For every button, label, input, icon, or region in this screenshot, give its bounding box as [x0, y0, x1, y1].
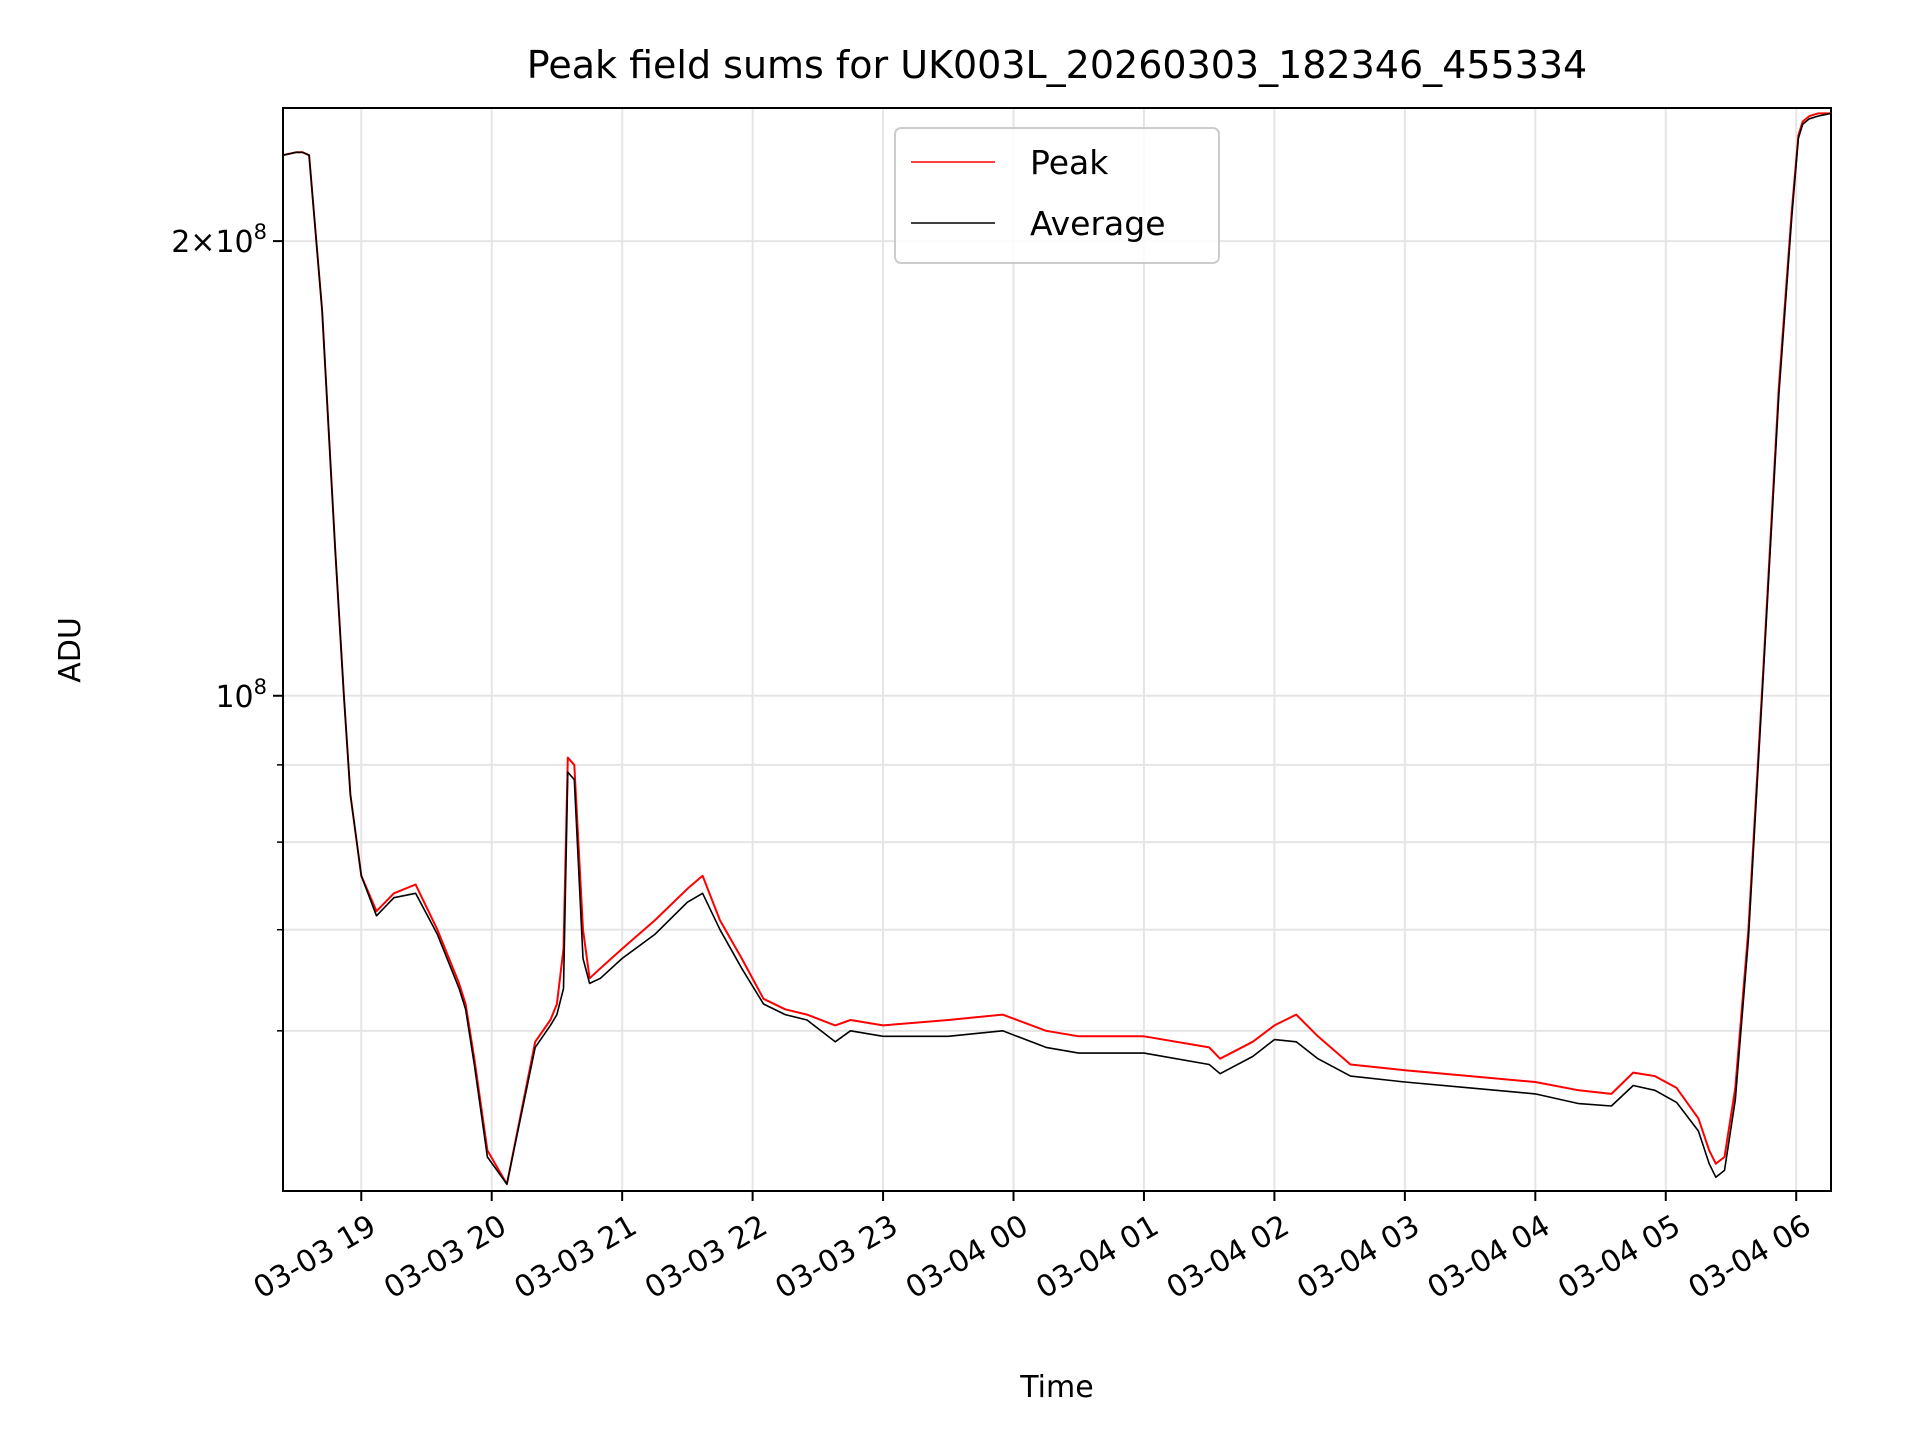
- legend: Peak Average: [894, 127, 1220, 264]
- legend-average-label: Average: [1030, 204, 1166, 243]
- series-line-average: [283, 112, 1831, 1185]
- x-axis-label: Time: [1019, 1370, 1093, 1405]
- y-axis-label: ADU: [53, 617, 88, 683]
- y-tick-label: 2×108: [171, 220, 267, 260]
- chart-title: Peak field sums for UK003L_20260303_1823…: [527, 43, 1587, 87]
- legend-peak-label: Peak: [1030, 143, 1109, 182]
- y-tick-label: 108: [215, 675, 267, 715]
- plot-frame: [282, 107, 1832, 1192]
- series-layer: [283, 112, 1831, 1186]
- grid-layer: [283, 108, 1831, 1191]
- series-line-peak: [283, 112, 1831, 1186]
